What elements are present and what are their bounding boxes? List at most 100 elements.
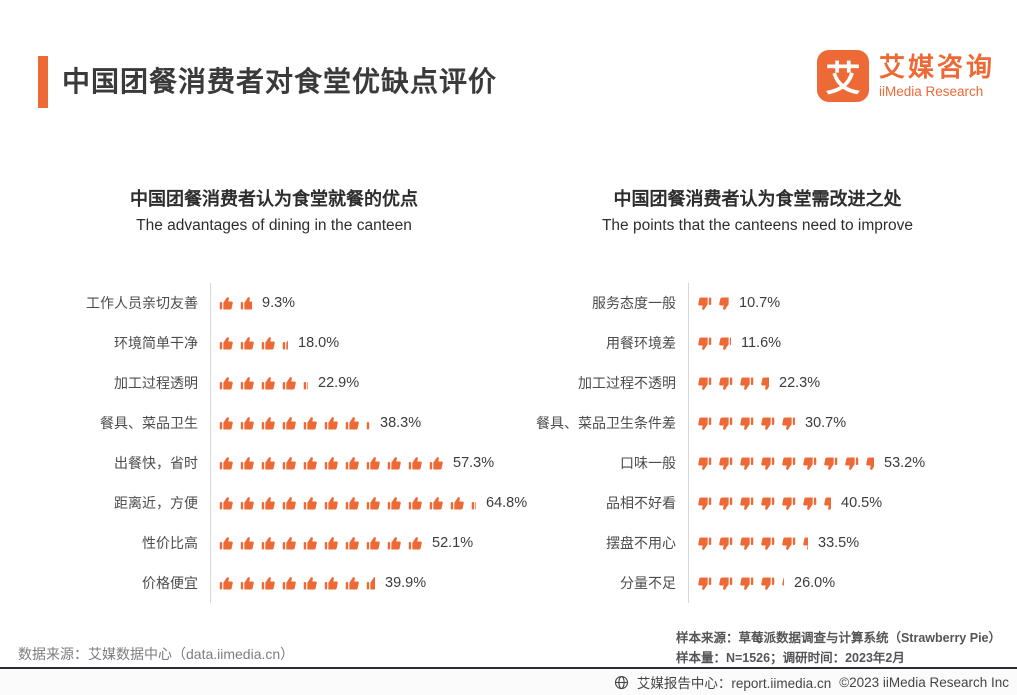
thumb-up-icon [282, 495, 297, 512]
thumb-down-icon [823, 495, 831, 512]
title-accent-bar [38, 56, 48, 108]
thumb-up-icon [471, 495, 476, 512]
thumb-up-icon [345, 455, 360, 472]
thumb-down-icon [718, 335, 731, 352]
thumb-up-icon [345, 575, 360, 592]
category-label: 加工过程不透明 [578, 375, 676, 391]
logo-mark-icon: 艾 [816, 50, 869, 102]
thumb-down-icon [781, 575, 784, 592]
icon-bar: 33.5% [688, 523, 1007, 563]
logo-mark-char: 艾 [825, 59, 861, 99]
category-label: 用餐环境差 [606, 335, 676, 351]
thumb-up-icon [240, 415, 255, 432]
footer-divider [0, 667, 1017, 669]
icon-bar: 64.8% [210, 483, 527, 523]
chart-row: 餐具、菜品卫生条件差 30.7% [508, 403, 1007, 443]
thumb-down-icon [865, 455, 874, 472]
icon-bar: 18.0% [210, 323, 508, 363]
value-label: 10.7% [739, 295, 781, 311]
thumb-down-icon [760, 575, 775, 592]
thumb-down-icon [697, 415, 712, 432]
thumb-up-icon [366, 535, 381, 552]
thumb-down-icon [760, 495, 775, 512]
value-label: 38.3% [380, 415, 422, 431]
chart-row: 摆盘不用心 33.5% [508, 523, 1007, 563]
chart-rows: 服务态度一般 10.7% 用餐环境差 11.6% 加工过程不透明 22.3% 餐具、菜品卫生… [508, 283, 1007, 603]
thumb-down-icon [718, 495, 733, 512]
logo-name-cn: 艾媒咨询 [878, 52, 995, 83]
thumb-up-icon [366, 455, 381, 472]
thumb-up-icon [324, 495, 339, 512]
chart-row: 口味一般 53.2% [508, 443, 1007, 483]
thumb-up-icon [261, 575, 276, 592]
thumb-up-icon [219, 375, 234, 392]
thumb-up-icon [219, 455, 234, 472]
chart-row: 分量不足 26.0% [508, 563, 1007, 603]
thumb-up-icon [345, 415, 360, 432]
thumb-down-icon [823, 455, 838, 472]
thumb-down-icon [718, 375, 733, 392]
thumb-down-icon [760, 535, 775, 552]
thumb-down-icon [697, 455, 712, 472]
logo-name-en: iiMedia Research [878, 83, 984, 99]
thumb-up-icon [219, 495, 234, 512]
iimedia-logo: 艾 艾媒咨询 iiMedia Research [816, 50, 995, 102]
category-label: 品相不好看 [606, 495, 676, 511]
thumb-up-icon [324, 535, 339, 552]
thumb-down-icon [739, 375, 754, 392]
value-label: 26.0% [794, 575, 836, 591]
thumb-up-icon [282, 335, 288, 352]
icon-bar: 57.3% [210, 443, 508, 483]
thumb-down-icon [697, 535, 712, 552]
thumb-down-icon [718, 535, 733, 552]
category-label: 口味一般 [620, 455, 676, 471]
thumb-up-icon [282, 535, 297, 552]
thumb-down-icon [739, 575, 754, 592]
icon-bar: 11.6% [688, 323, 1007, 363]
improvements-chart: 中国团餐消费者认为食堂需改进之处 The points that the can… [508, 188, 1017, 603]
category-label: 出餐快，省时 [114, 455, 198, 471]
icon-bar: 39.9% [210, 563, 508, 603]
icon-bar: 38.3% [210, 403, 508, 443]
sample-info: 样本来源：草莓派数据调查与计算系统（Strawberry Pie） 样本量：N=… [676, 628, 1001, 668]
value-label: 18.0% [298, 335, 340, 351]
category-label: 餐具、菜品卫生条件差 [536, 415, 676, 431]
value-label: 22.3% [779, 375, 821, 391]
thumb-up-icon [240, 535, 255, 552]
thumb-down-icon [781, 415, 795, 432]
value-label: 39.9% [385, 575, 427, 591]
thumb-down-icon [697, 295, 712, 312]
thumb-up-icon [240, 375, 255, 392]
thumb-up-icon [219, 335, 234, 352]
category-label: 摆盘不用心 [606, 535, 676, 551]
value-label: 9.3% [262, 295, 296, 311]
thumb-up-icon [261, 415, 276, 432]
category-label: 性价比高 [142, 535, 198, 551]
thumb-up-icon [261, 335, 276, 352]
icon-bar: 53.2% [688, 443, 1007, 483]
thumb-up-icon [345, 535, 360, 552]
thumb-up-icon [303, 415, 318, 432]
chart-subtitle: The points that the canteens need to imp… [601, 217, 914, 234]
thumb-up-icon [261, 535, 276, 552]
thumb-up-icon [429, 495, 444, 512]
icon-bar: 10.7% [688, 283, 1007, 323]
icon-bar: 22.3% [688, 363, 1007, 403]
bottom-bar: 艾媒报告中心：report.iimedia.cn ©2023 iiMedia R… [0, 669, 1017, 695]
copyright-text: ©2023 iiMedia Research Inc [839, 674, 1009, 690]
thumb-down-icon [718, 415, 733, 432]
thumb-down-icon [697, 495, 712, 512]
chart-rows: 工作人员亲切友善 9.3% 环境简单干净 18.0% 加工过程透明 22.9% 餐具、菜品卫… [40, 283, 527, 603]
thumb-up-icon [303, 495, 318, 512]
category-label: 加工过程透明 [114, 375, 198, 391]
charts-area: 中国团餐消费者认为食堂就餐的优点 The advantages of dinin… [0, 188, 1017, 603]
category-label: 餐具、菜品卫生 [100, 415, 198, 431]
icon-bar: 26.0% [688, 563, 1007, 603]
thumb-down-icon [739, 495, 754, 512]
page-title: 中国团餐消费者对食堂优缺点评价 [62, 66, 498, 97]
chart-row: 服务态度一般 10.7% [508, 283, 1007, 323]
report-center-text: 艾媒报告中心：report.iimedia.cn [636, 676, 832, 691]
thumb-up-icon [282, 375, 297, 392]
chart-row: 性价比高 52.1% [40, 523, 508, 563]
value-label: 33.5% [818, 535, 860, 551]
